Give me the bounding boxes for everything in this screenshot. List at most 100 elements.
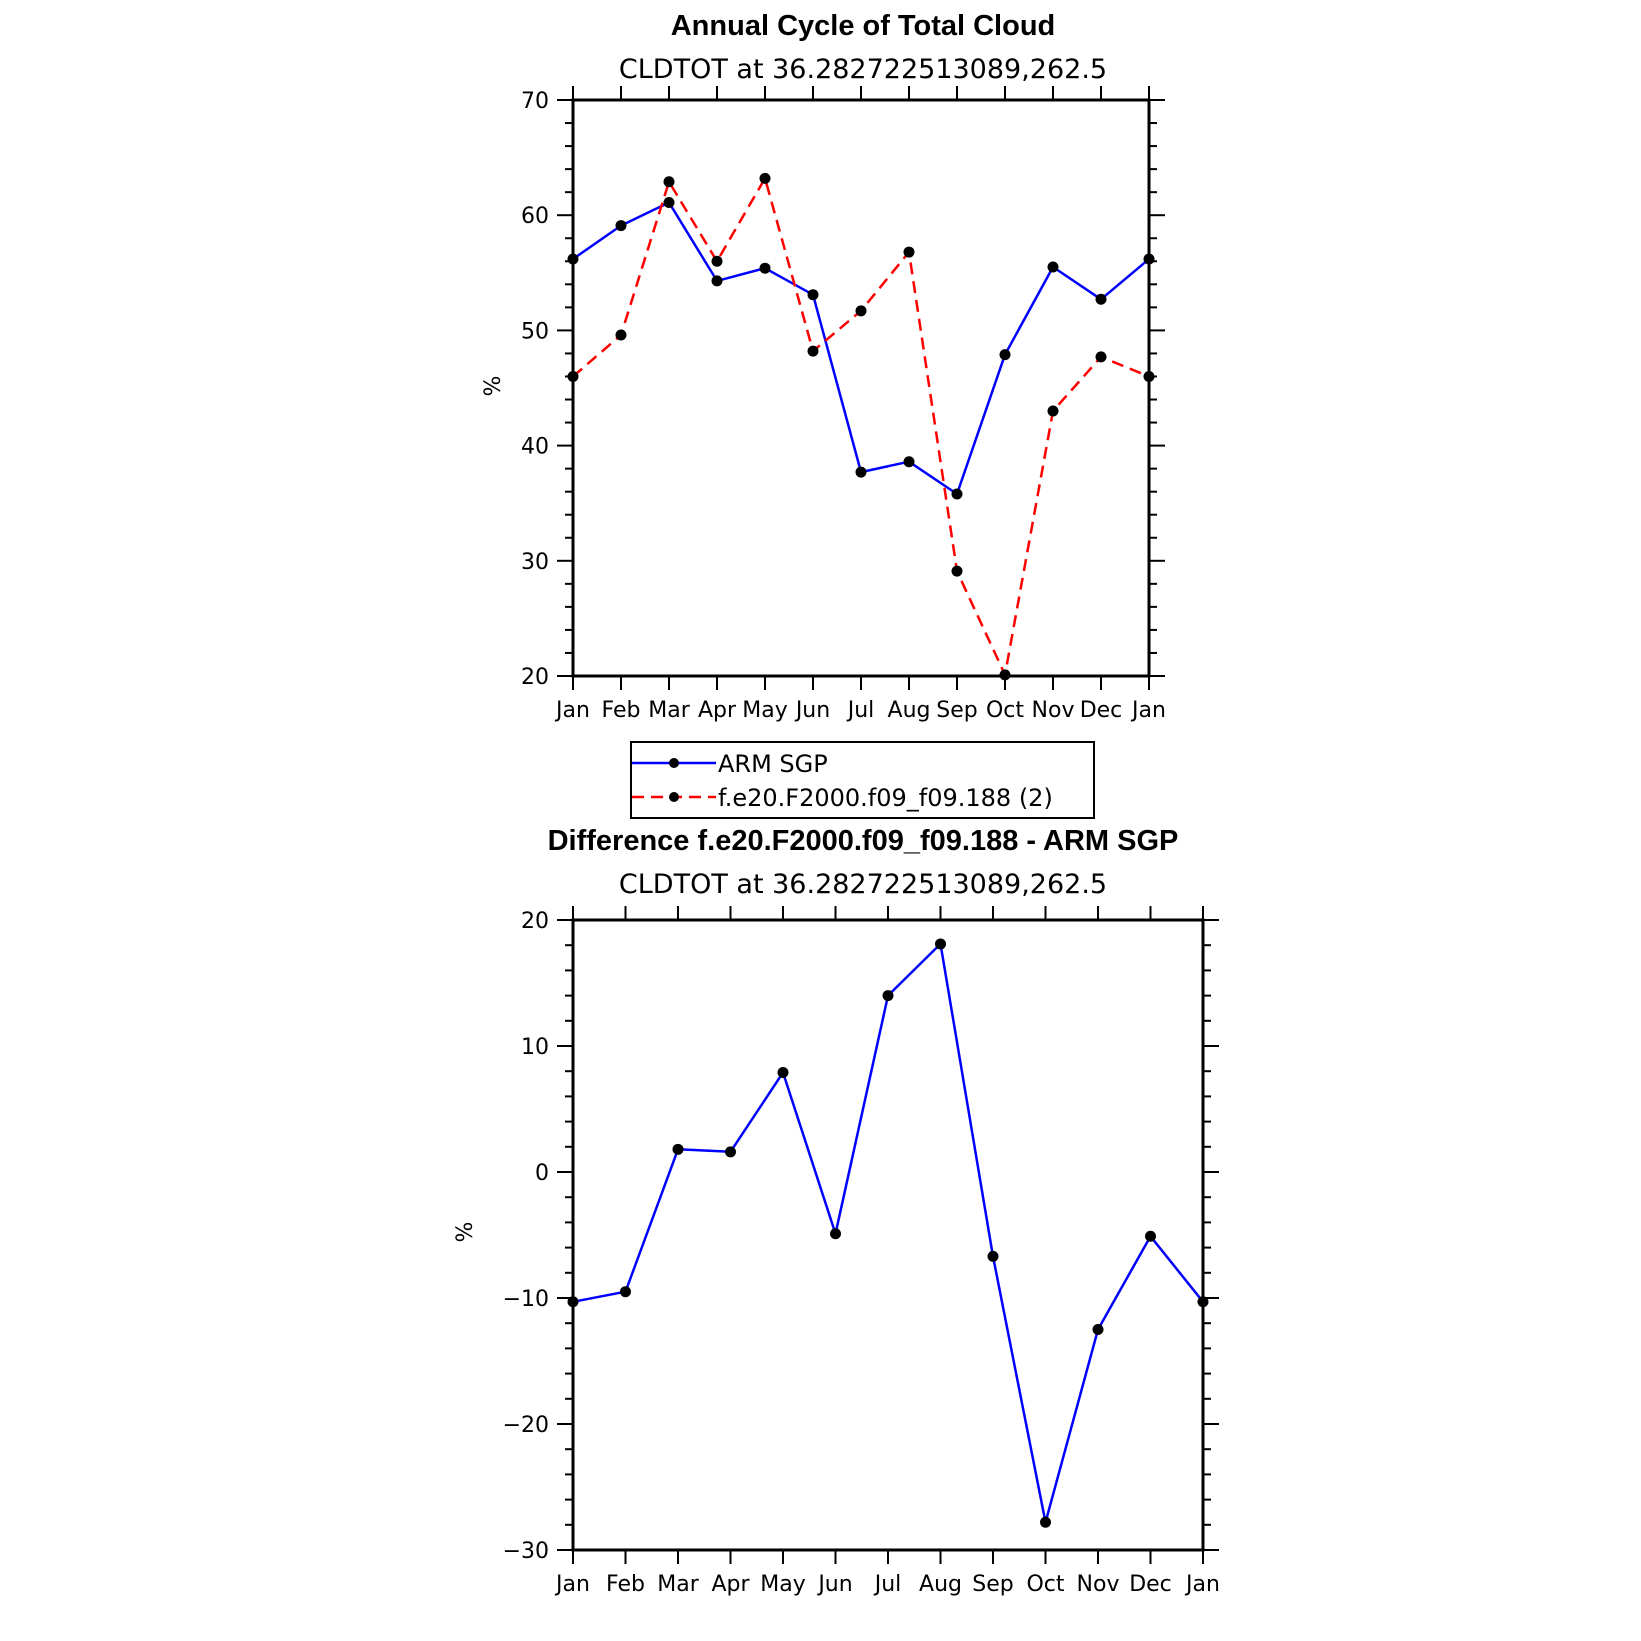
data-point bbox=[830, 1228, 841, 1240]
y-tick-label: 0 bbox=[535, 1161, 549, 1186]
x-tick-label: Sep bbox=[936, 698, 977, 723]
x-tick-label: Dec bbox=[1080, 698, 1123, 723]
data-point bbox=[855, 305, 867, 317]
x-tick-label: Oct bbox=[1026, 1572, 1064, 1597]
data-point bbox=[1095, 351, 1107, 363]
chart-title: Difference f.e20.F2000.f09_f09.188 - ARM… bbox=[548, 825, 1179, 857]
plot-frame bbox=[571, 918, 1205, 1552]
series-group bbox=[567, 172, 1155, 681]
legend-marker-model bbox=[669, 792, 679, 802]
x-tick-label: May bbox=[742, 698, 787, 723]
data-point bbox=[1095, 293, 1107, 305]
y-tick-label: 20 bbox=[521, 909, 549, 934]
data-point bbox=[1143, 253, 1155, 265]
x-tick-label: Jun bbox=[816, 1572, 852, 1597]
y-tick-label: 20 bbox=[521, 665, 549, 690]
chart-title: Annual Cycle of Total Cloud bbox=[671, 10, 1056, 42]
data-point bbox=[567, 253, 579, 265]
y-ticks: 20 30 40 50 60 70 bbox=[521, 89, 1165, 690]
x-tick-label: Jan bbox=[1184, 1572, 1220, 1597]
data-point bbox=[615, 220, 627, 232]
legend: ARM SGP f.e20.F2000.f09_f09.188 (2) bbox=[630, 741, 1095, 819]
data-point bbox=[711, 275, 723, 287]
y-tick-label: −30 bbox=[503, 1539, 549, 1564]
data-point bbox=[999, 669, 1011, 681]
x-tick-label: Aug bbox=[888, 698, 931, 723]
series-group bbox=[567, 938, 1209, 1528]
x-tick-label: Mar bbox=[657, 1572, 699, 1597]
plot-frame bbox=[571, 98, 1151, 678]
y-tick-label: 50 bbox=[521, 319, 549, 344]
series-line-0 bbox=[572, 201, 1150, 496]
x-tick-label: Feb bbox=[602, 698, 641, 723]
data-point bbox=[615, 329, 627, 341]
data-point bbox=[882, 990, 894, 1002]
y-axis-label: % bbox=[453, 1222, 478, 1243]
x-tick-label: Jan bbox=[554, 1572, 590, 1597]
x-tick-label: Feb bbox=[606, 1572, 645, 1597]
data-point bbox=[987, 1250, 999, 1262]
x-tick-label: Jul bbox=[846, 698, 875, 723]
data-point bbox=[663, 176, 675, 188]
y-tick-label: −10 bbox=[503, 1287, 549, 1312]
x-tick-label: Jun bbox=[794, 698, 830, 723]
legend-label-model: f.e20.F2000.f09_f09.188 (2) bbox=[718, 784, 1053, 812]
data-point bbox=[663, 197, 675, 209]
data-point bbox=[903, 246, 915, 258]
legend-label-arm: ARM SGP bbox=[718, 750, 828, 778]
legend-marker-arm bbox=[669, 758, 679, 768]
data-point bbox=[903, 456, 915, 468]
y-axis-label: % bbox=[481, 376, 506, 397]
x-tick-label: Nov bbox=[1077, 1572, 1120, 1597]
x-tick-label: Apr bbox=[711, 1572, 750, 1597]
data-point bbox=[951, 565, 963, 577]
x-tick-label: Jan bbox=[554, 698, 590, 723]
data-point bbox=[567, 370, 579, 382]
data-point bbox=[855, 466, 867, 478]
y-tick-label: 70 bbox=[521, 89, 549, 114]
x-tick-label: May bbox=[760, 1572, 805, 1597]
data-point bbox=[725, 1146, 736, 1158]
data-point bbox=[935, 938, 946, 950]
x-tick-label: Jan bbox=[1130, 698, 1166, 723]
data-point bbox=[1092, 1324, 1104, 1335]
data-point bbox=[672, 1143, 684, 1155]
data-point bbox=[711, 255, 723, 267]
x-tick-label: Jul bbox=[873, 1572, 902, 1597]
x-tick-label: Dec bbox=[1129, 1572, 1172, 1597]
x-tick-label: Sep bbox=[972, 1572, 1013, 1597]
data-point bbox=[807, 289, 819, 301]
data-point bbox=[777, 1066, 789, 1078]
series-line-1 bbox=[572, 177, 1150, 677]
x-ticks: Jan Feb Mar Apr May Jun Jul Aug Sep Oct Nov Dec Jan bbox=[554, 906, 1220, 1597]
y-tick-label: 10 bbox=[521, 1035, 549, 1060]
series-line-0 bbox=[572, 942, 1204, 1524]
y-tick-label: −20 bbox=[503, 1413, 549, 1438]
data-point bbox=[759, 262, 771, 274]
data-point bbox=[1047, 261, 1059, 273]
legend-frame bbox=[630, 741, 1095, 819]
chart-subtitle: CLDTOT at 36.282722513089,262.5 bbox=[619, 54, 1107, 85]
y-tick-label: 40 bbox=[521, 435, 549, 460]
data-point bbox=[1145, 1230, 1156, 1242]
x-tick-label: Mar bbox=[648, 698, 690, 723]
difference-chart: Difference f.e20.F2000.f09_f09.188 - ARM… bbox=[453, 825, 1220, 1597]
x-tick-label: Oct bbox=[986, 698, 1024, 723]
data-point bbox=[567, 1296, 579, 1308]
data-point bbox=[1040, 1516, 1051, 1528]
data-point bbox=[620, 1286, 631, 1298]
y-tick-label: 30 bbox=[521, 550, 549, 575]
x-tick-label: Aug bbox=[919, 1572, 962, 1597]
data-point bbox=[1197, 1296, 1209, 1308]
chart-subtitle: CLDTOT at 36.282722513089,262.5 bbox=[619, 869, 1107, 900]
data-point bbox=[1143, 370, 1155, 382]
x-tick-label: Apr bbox=[698, 698, 737, 723]
x-ticks: Jan Feb Mar Apr May Jun Jul Aug Sep Oct Nov Dec Jan bbox=[554, 86, 1166, 723]
x-tick-label: Nov bbox=[1032, 698, 1075, 723]
annual-cycle-chart: Annual Cycle of Total Cloud CLDTOT at 36… bbox=[481, 10, 1166, 819]
y-ticks: −30 −20 −10 0 10 20 bbox=[503, 909, 1219, 1564]
data-point bbox=[807, 345, 819, 357]
data-point bbox=[1047, 405, 1059, 417]
data-point bbox=[759, 172, 771, 184]
